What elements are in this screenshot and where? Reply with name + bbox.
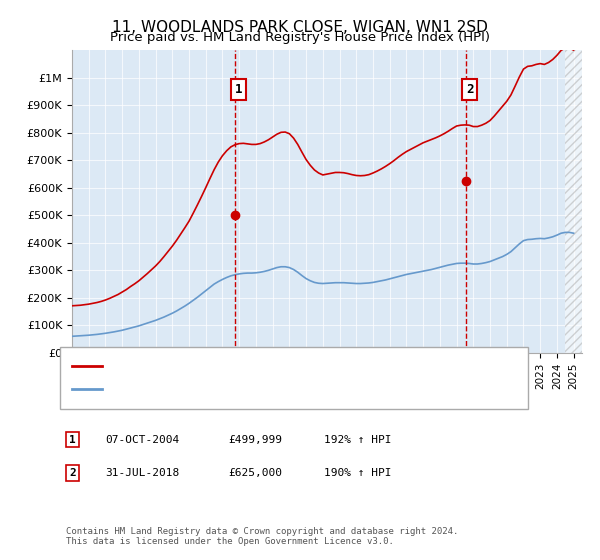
Text: 190% ↑ HPI: 190% ↑ HPI bbox=[324, 468, 392, 478]
Text: 2: 2 bbox=[466, 83, 473, 96]
Text: Price paid vs. HM Land Registry's House Price Index (HPI): Price paid vs. HM Land Registry's House … bbox=[110, 31, 490, 44]
Text: Contains HM Land Registry data © Crown copyright and database right 2024.
This d: Contains HM Land Registry data © Crown c… bbox=[66, 526, 458, 546]
Text: 31-JUL-2018: 31-JUL-2018 bbox=[105, 468, 179, 478]
Text: HPI: Average price, detached house, Wigan: HPI: Average price, detached house, Wiga… bbox=[108, 384, 364, 394]
Text: 07-OCT-2004: 07-OCT-2004 bbox=[105, 435, 179, 445]
Text: 11, WOODLANDS PARK CLOSE, WIGAN, WN1 2SD (detached house): 11, WOODLANDS PARK CLOSE, WIGAN, WN1 2SD… bbox=[108, 361, 464, 371]
Text: 2: 2 bbox=[69, 468, 76, 478]
Text: £625,000: £625,000 bbox=[228, 468, 282, 478]
Text: 1: 1 bbox=[69, 435, 76, 445]
Text: 1: 1 bbox=[235, 83, 242, 96]
Text: £499,999: £499,999 bbox=[228, 435, 282, 445]
Text: 192% ↑ HPI: 192% ↑ HPI bbox=[324, 435, 392, 445]
Text: 11, WOODLANDS PARK CLOSE, WIGAN, WN1 2SD: 11, WOODLANDS PARK CLOSE, WIGAN, WN1 2SD bbox=[112, 20, 488, 35]
